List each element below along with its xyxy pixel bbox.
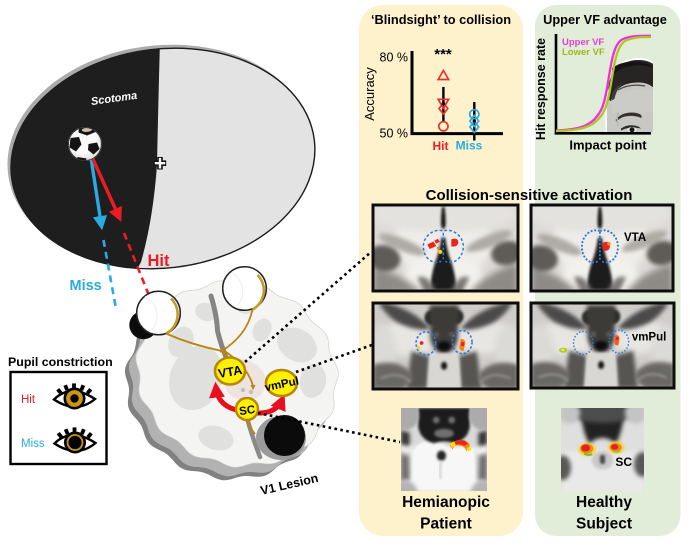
svg-text:VTA: VTA: [624, 232, 646, 244]
svg-text:Subject: Subject: [576, 516, 632, 533]
svg-text:V1 Lesion: V1 Lesion: [259, 471, 320, 498]
svg-text:Patient: Patient: [420, 516, 472, 533]
svg-text:Collision-sensitive activation: Collision-sensitive activation: [426, 187, 633, 204]
svg-text:Hit: Hit: [433, 139, 449, 153]
svg-text:***: ***: [434, 46, 452, 63]
svg-text:Accuracy: Accuracy: [362, 67, 377, 121]
svg-text:VTA: VTA: [217, 363, 243, 381]
svg-text:SC: SC: [239, 404, 256, 418]
svg-text:Impact point: Impact point: [569, 138, 647, 153]
svg-text:50 %: 50 %: [380, 127, 409, 141]
svg-text:vmPul: vmPul: [632, 331, 667, 343]
svg-text:Hit response rate: Hit response rate: [534, 38, 548, 140]
svg-text:SC: SC: [615, 455, 632, 469]
svg-text:Miss: Miss: [456, 139, 483, 153]
svg-text:Pupil constriction: Pupil constriction: [8, 355, 113, 369]
svg-text:‘Blindsight’ to collision: ‘Blindsight’ to collision: [371, 12, 511, 27]
svg-text:Hemianopic: Hemianopic: [402, 494, 490, 511]
svg-text:Hit: Hit: [148, 252, 171, 270]
svg-text:Lower VF: Lower VF: [562, 47, 605, 58]
svg-text:Miss: Miss: [21, 438, 45, 450]
svg-text:Upper VF: Upper VF: [562, 37, 604, 48]
svg-text:Healthy: Healthy: [576, 494, 632, 511]
svg-text:Upper VF advantage: Upper VF advantage: [543, 12, 667, 27]
svg-text:Miss: Miss: [70, 278, 102, 294]
svg-text:Hit: Hit: [21, 394, 36, 406]
svg-text:80 %: 80 %: [380, 51, 409, 65]
